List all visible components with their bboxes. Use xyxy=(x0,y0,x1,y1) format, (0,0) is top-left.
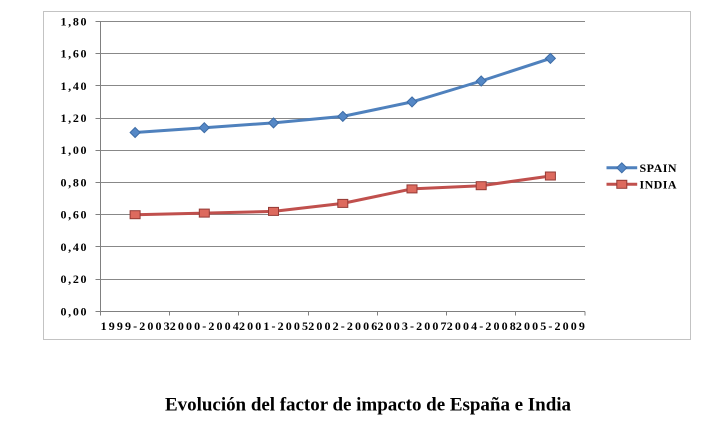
svg-text:2003-2007: 2003-2007 xyxy=(378,319,447,333)
svg-text:2002-2006: 2002-2006 xyxy=(308,319,377,333)
svg-text:0,00: 0,00 xyxy=(61,304,87,318)
svg-text:1,00: 1,00 xyxy=(61,143,87,157)
svg-text:0,40: 0,40 xyxy=(61,240,87,254)
svg-text:1,40: 1,40 xyxy=(61,79,87,93)
svg-text:0,80: 0,80 xyxy=(61,176,87,190)
svg-text:2001-2005: 2001-2005 xyxy=(239,319,308,333)
svg-text:2000-2004: 2000-2004 xyxy=(170,319,239,333)
svg-text:Evolución del factor de impact: Evolución del factor de impacto de Españ… xyxy=(165,395,572,416)
svg-text:0,60: 0,60 xyxy=(61,208,87,222)
svg-text:INDIA: INDIA xyxy=(640,177,677,191)
svg-text:1,20: 1,20 xyxy=(61,111,87,125)
svg-text:2005-2009: 2005-2009 xyxy=(516,319,585,333)
svg-text:1,60: 1,60 xyxy=(61,47,87,61)
svg-text:2004-2008: 2004-2008 xyxy=(447,319,516,333)
svg-text:1,80: 1,80 xyxy=(61,14,87,28)
svg-text:0,20: 0,20 xyxy=(61,272,87,286)
svg-text:1999-2003: 1999-2003 xyxy=(101,319,170,333)
svg-text:SPAIN: SPAIN xyxy=(640,161,677,175)
